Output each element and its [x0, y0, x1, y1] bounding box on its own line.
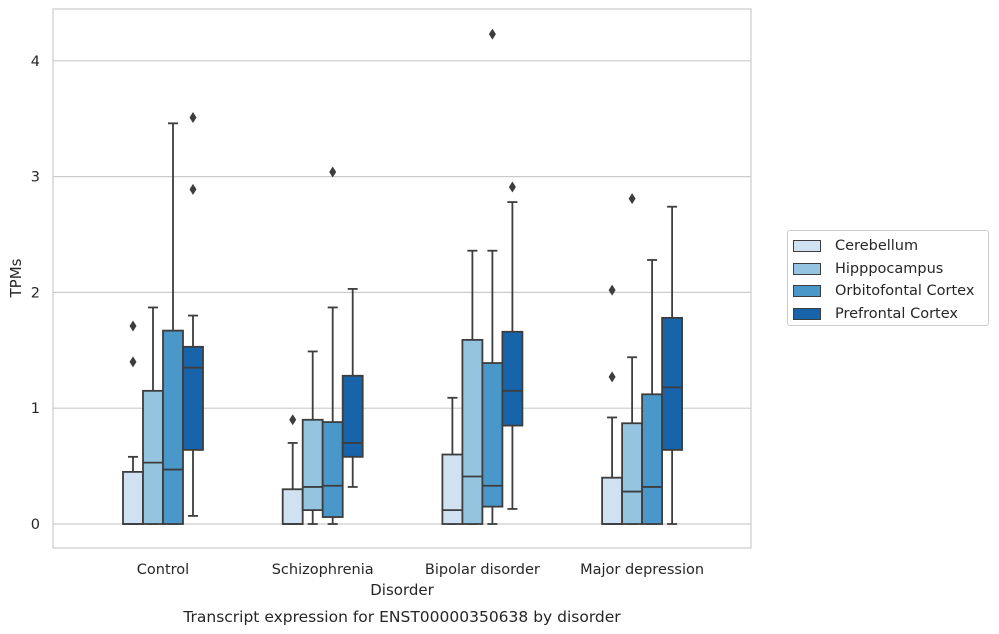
- box-iqr: [481, 362, 504, 508]
- legend-item-orbitofrontal-cortex: Orbitofontal Cortex: [793, 280, 988, 303]
- legend-swatch: [793, 308, 821, 321]
- legend-swatch: [793, 240, 821, 253]
- outlier-point: [608, 371, 616, 383]
- y-axis-label: TPMs: [7, 258, 25, 298]
- box-1-3: [621, 193, 643, 525]
- box-0-1: [281, 414, 304, 525]
- box-3-3: [661, 205, 683, 525]
- outlier-point: [508, 181, 516, 193]
- box-2-2: [481, 28, 504, 525]
- box-0-3: [601, 284, 623, 525]
- legend-label: Orbitofontal Cortex: [835, 283, 975, 300]
- box-iqr: [122, 470, 144, 525]
- box-iqr: [501, 330, 524, 427]
- x-tick-label: Major depression: [580, 562, 704, 578]
- box-iqr: [641, 393, 663, 525]
- outlier-point: [129, 356, 137, 368]
- legend-label: Cerebellum: [835, 238, 919, 255]
- box-iqr: [301, 418, 324, 512]
- box-2-3: [641, 259, 663, 525]
- box-3-2: [501, 181, 524, 510]
- legend-item-cerebellum: Cerebellum: [793, 235, 988, 258]
- box-2-1: [321, 166, 344, 525]
- outlier-point: [129, 320, 137, 332]
- box-iqr: [661, 316, 683, 451]
- box-iqr: [281, 488, 304, 525]
- box-iqr: [162, 329, 184, 525]
- box-1-0: [142, 306, 164, 525]
- y-tick-label: 2: [31, 285, 40, 301]
- legend-label: Prefrontal Cortex: [835, 306, 958, 323]
- box-1-1: [301, 350, 324, 525]
- x-tick-label: Bipolar disorder: [425, 562, 540, 578]
- legend: Cerebellum Hipppocampus Orbitofontal Cor…: [787, 230, 989, 326]
- box-iqr: [321, 421, 344, 518]
- outlier-point: [608, 284, 616, 296]
- box-iqr: [461, 338, 484, 525]
- legend-item-hippocampus: Hipppocampus: [793, 258, 988, 281]
- x-tick-label: Schizophrenia: [272, 562, 374, 578]
- plot-frame: [52, 8, 752, 549]
- box-iqr: [142, 389, 164, 525]
- y-tick-label: 4: [31, 54, 40, 70]
- box-0-0: [122, 320, 144, 525]
- x-axis-ticks: Control Schizophrenia Bipolar disorder Majo…: [137, 562, 704, 578]
- legend-swatch: [793, 285, 821, 298]
- box-iqr: [341, 374, 364, 458]
- box-0-2: [441, 396, 464, 525]
- box-1-2: [461, 249, 484, 525]
- chart-title: Transcript expression for ENST0000035063…: [182, 608, 621, 626]
- box-iqr: [621, 422, 643, 525]
- legend-swatch: [793, 262, 821, 275]
- y-tick-label: 0: [31, 517, 40, 533]
- y-tick-label: 3: [31, 170, 40, 186]
- outlier-point: [329, 166, 337, 178]
- legend-label: Hipppocampus: [835, 260, 944, 277]
- box-iqr: [441, 453, 464, 525]
- x-axis-label: Disorder: [370, 581, 434, 599]
- box-2-0: [162, 122, 184, 525]
- outlier-point: [488, 28, 496, 40]
- x-tick-label: Control: [137, 562, 189, 578]
- y-tick-label: 1: [31, 401, 40, 417]
- y-axis-ticks: 0 1 2 3 4: [31, 54, 40, 533]
- legend-item-prefrontal-cortex: Prefrontal Cortex: [793, 303, 988, 326]
- box-iqr: [182, 345, 204, 451]
- boxes: [122, 28, 683, 525]
- box-3-1: [341, 288, 364, 488]
- outlier-point: [628, 193, 636, 205]
- outlier-point: [189, 183, 197, 195]
- outlier-point: [289, 414, 297, 426]
- box-3-0: [182, 112, 204, 517]
- box-iqr: [601, 476, 623, 525]
- outlier-point: [189, 112, 197, 124]
